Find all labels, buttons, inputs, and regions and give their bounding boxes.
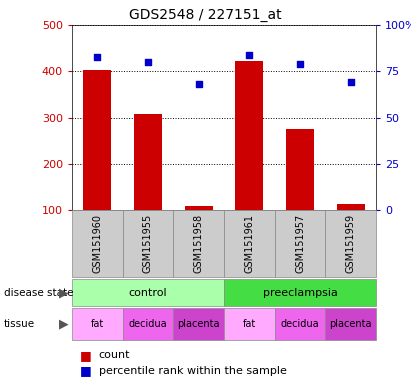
Text: placenta: placenta (178, 319, 220, 329)
Bar (224, 210, 275, 277)
Text: ▶: ▶ (59, 318, 69, 331)
Text: fat: fat (243, 319, 256, 329)
Point (297, 61, 303, 67)
Text: percentile rank within the sample: percentile rank within the sample (99, 366, 286, 376)
Text: control: control (129, 288, 167, 298)
Bar (173, 210, 224, 277)
Text: ■: ■ (80, 349, 92, 362)
Text: GDS2548 / 227151_at: GDS2548 / 227151_at (129, 8, 282, 22)
Point (347, 79, 354, 86)
Bar (236, 61, 263, 210)
Text: ■: ■ (80, 364, 92, 377)
Text: fat: fat (91, 319, 104, 329)
Text: placenta: placenta (330, 319, 372, 329)
Text: ▶: ▶ (59, 286, 69, 299)
Text: GSM151961: GSM151961 (245, 214, 254, 273)
Bar (286, 129, 314, 210)
Bar (275, 308, 326, 340)
Bar (173, 308, 224, 340)
Bar (122, 308, 173, 340)
Text: GSM151957: GSM151957 (295, 214, 305, 273)
Bar (72, 279, 224, 306)
Bar (72, 308, 122, 340)
Bar (122, 210, 173, 277)
Text: disease state: disease state (4, 288, 74, 298)
Text: tissue: tissue (4, 319, 35, 329)
Text: GSM151959: GSM151959 (346, 214, 356, 273)
Text: GSM151955: GSM151955 (143, 214, 153, 273)
Bar (326, 210, 376, 277)
Text: GSM151960: GSM151960 (92, 214, 102, 273)
Point (94, 54, 101, 60)
Bar (326, 308, 376, 340)
Bar (72, 210, 122, 277)
Text: GSM151958: GSM151958 (194, 214, 203, 273)
Point (195, 81, 202, 88)
Bar (337, 204, 365, 210)
Bar (275, 210, 326, 277)
Bar (224, 279, 376, 306)
Bar (83, 70, 111, 210)
Text: decidua: decidua (281, 319, 319, 329)
Point (246, 52, 253, 58)
Point (145, 59, 151, 65)
Bar (224, 308, 275, 340)
Bar (134, 114, 162, 210)
Text: preeclampsia: preeclampsia (263, 288, 337, 298)
Bar (185, 206, 212, 210)
Text: count: count (99, 350, 130, 360)
Text: decidua: decidua (129, 319, 167, 329)
